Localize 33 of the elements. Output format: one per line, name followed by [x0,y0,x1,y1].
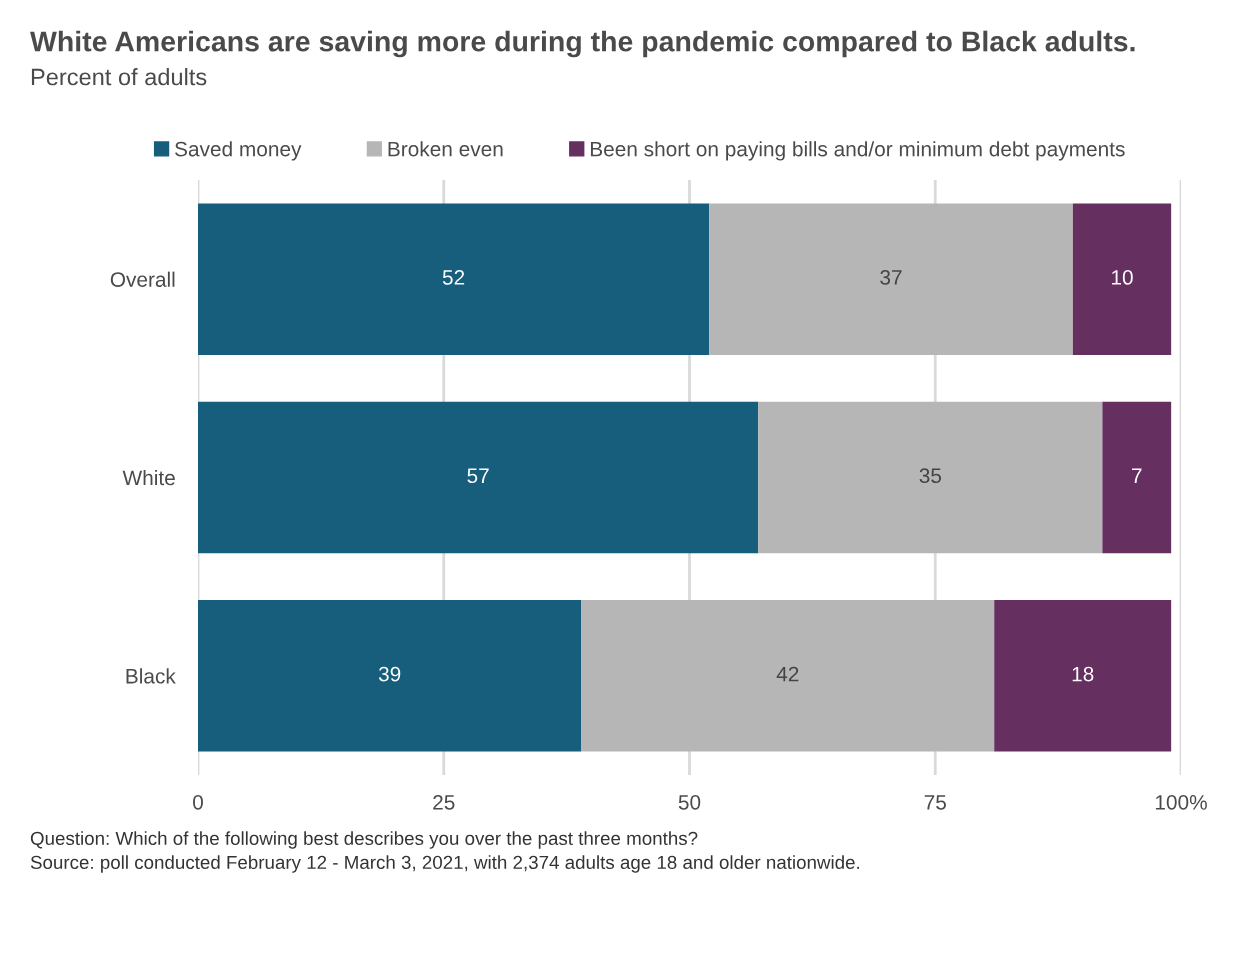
data-label: 7 [1132,468,1142,483]
y-tick-label: Overall [110,271,175,287]
data-label: 42 [776,666,799,682]
data-label: 18 [1072,666,1094,682]
x-tick-label: 50 [678,794,701,810]
data-label: 57 [467,468,489,484]
x-tick-label: 100% [1155,794,1207,810]
data-label: 10 [1112,270,1133,285]
chart-title: White Americans are saving more during the pandemic compared to Black adults. [30,30,1135,58]
bar [994,600,1172,752]
x-tick-label: 75 [924,795,946,810]
bar [198,401,759,554]
bar [1102,401,1172,554]
legend-label: Been short on paying bills and/or minimum debt payments [590,141,1125,161]
bar [198,203,710,355]
bar [709,203,1073,355]
chart-subtitle: Percent of adults [31,68,207,86]
y-tick-label: Black [126,668,176,684]
legend-label: Broken even [388,141,503,157]
x-tick-label: 25 [433,794,455,810]
data-label: 35 [919,468,942,484]
bar [1072,203,1172,355]
data-label: 37 [880,270,902,285]
data-label: 52 [442,270,465,285]
bar [581,600,995,752]
data-label: 39 [378,666,401,682]
x-tick-label: 0 [193,794,203,810]
y-tick-label: White [122,469,175,486]
bar [758,401,1103,554]
bar [198,600,582,752]
legend-label: Saved money [175,141,302,161]
text: Question: Which of the following best describes you over the past three months? [30,831,698,849]
source-note: Source: poll conducted February 12 - March 3, 2021, with 2,374 adults age 18 and older nationwide. [30,855,860,873]
